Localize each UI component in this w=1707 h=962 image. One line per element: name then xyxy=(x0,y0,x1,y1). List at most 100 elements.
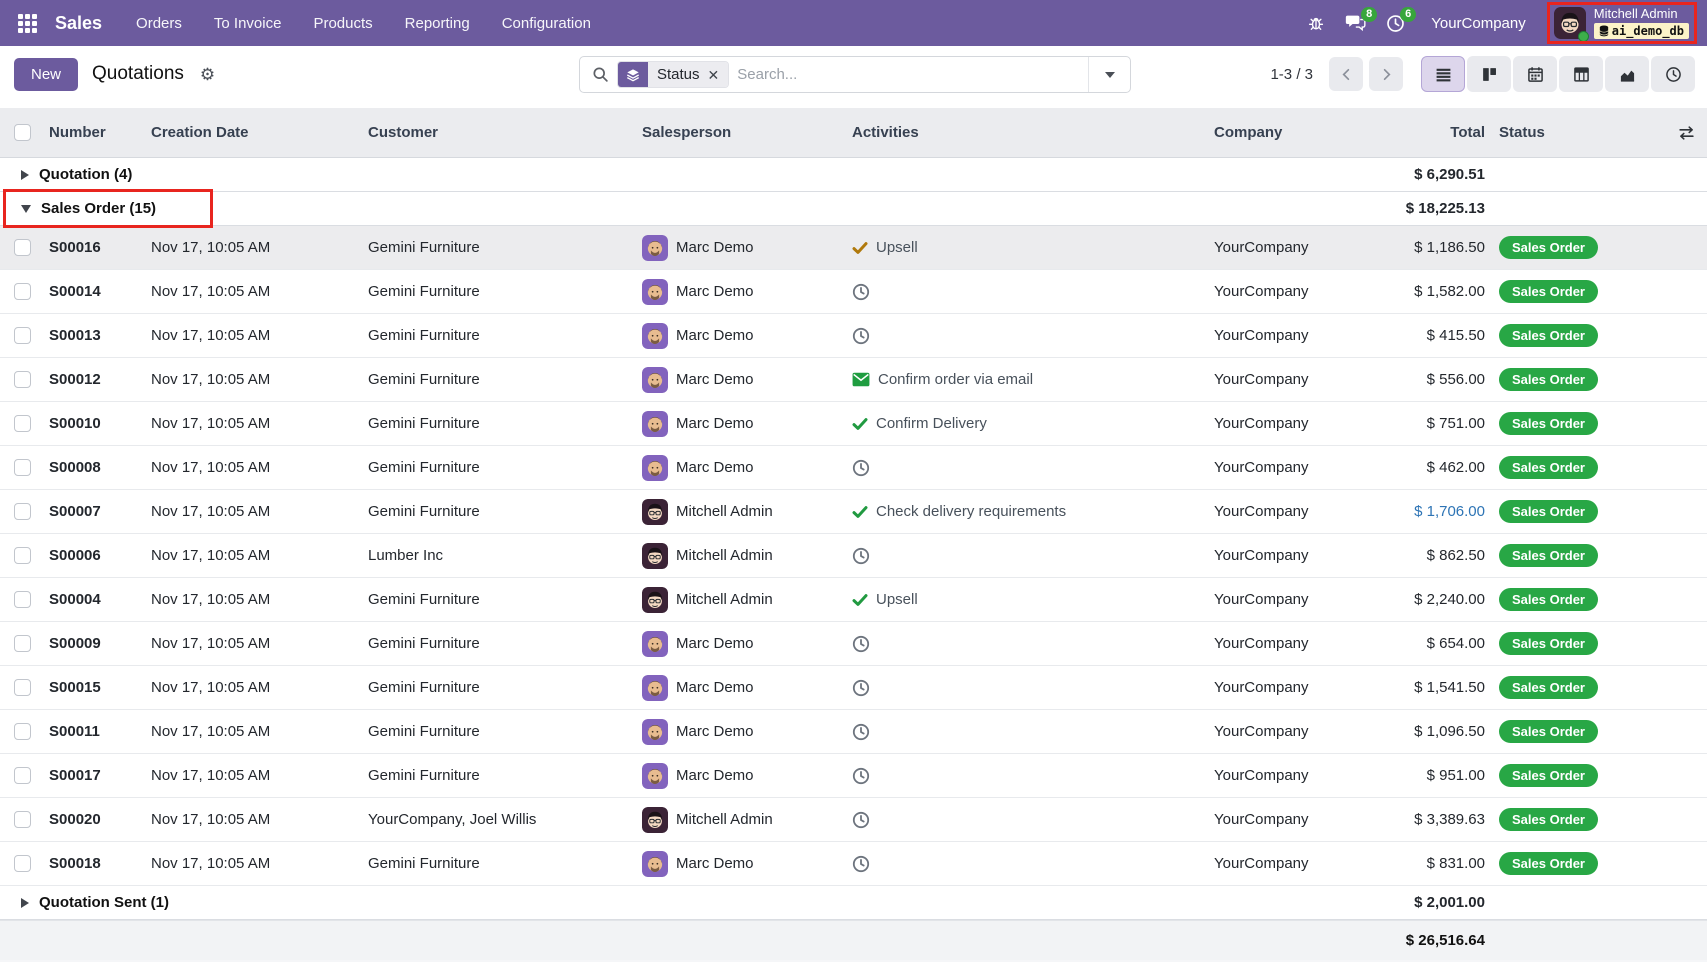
col-header-activities[interactable]: Activities xyxy=(852,124,919,141)
col-header-creation-date[interactable]: Creation Date xyxy=(151,124,249,141)
view-activity-button[interactable] xyxy=(1651,56,1695,92)
row-company: YourCompany xyxy=(1214,811,1309,828)
select-all-checkbox[interactable] xyxy=(14,124,31,141)
activity-clock-icon[interactable] xyxy=(852,459,870,477)
facet-remove-icon[interactable]: ✕ xyxy=(707,66,720,83)
group-total: $ 18,225.13 xyxy=(1405,200,1485,217)
group-row[interactable]: Quotation (4) $ 6,290.51 xyxy=(0,158,1707,192)
menu-configuration[interactable]: Configuration xyxy=(501,14,591,32)
table-row[interactable]: S00015 Nov 17, 10:05 AM Gemini Furniture… xyxy=(0,666,1707,710)
table-row[interactable]: S00012 Nov 17, 10:05 AM Gemini Furniture… xyxy=(0,358,1707,402)
row-company: YourCompany xyxy=(1214,459,1309,476)
app-name[interactable]: Sales xyxy=(55,12,103,33)
user-menu[interactable]: Mitchell Admin ai_demo_db xyxy=(1546,2,1697,44)
row-creation-date: Nov 17, 10:05 AM xyxy=(151,415,271,432)
row-checkbox[interactable] xyxy=(14,327,31,344)
activity-clock-icon[interactable] xyxy=(852,811,870,829)
avatar-marc xyxy=(642,630,668,657)
table-row[interactable]: S00020 Nov 17, 10:05 AM YourCompany, Joe… xyxy=(0,798,1707,842)
row-salesperson: Marc Demo xyxy=(676,679,754,696)
row-checkbox[interactable] xyxy=(14,767,31,784)
row-checkbox[interactable] xyxy=(14,855,31,872)
activity-clock-icon[interactable] xyxy=(852,679,870,697)
new-button[interactable]: New xyxy=(14,57,79,91)
activity-clock-icon[interactable] xyxy=(852,635,870,653)
menu-orders[interactable]: Orders xyxy=(136,14,182,32)
table-row[interactable]: S00004 Nov 17, 10:05 AM Gemini Furniture… xyxy=(0,578,1707,622)
view-kanban-button[interactable] xyxy=(1467,56,1511,92)
row-checkbox[interactable] xyxy=(14,415,31,432)
row-checkbox[interactable] xyxy=(14,371,31,388)
menu-reporting[interactable]: Reporting xyxy=(404,14,470,32)
activity-clock-icon[interactable]: 6 xyxy=(1386,6,1417,33)
row-checkbox[interactable] xyxy=(14,679,31,696)
view-calendar-button[interactable] xyxy=(1513,56,1557,92)
search-facet-status[interactable]: Status ✕ xyxy=(617,61,730,88)
row-checkbox[interactable] xyxy=(14,591,31,608)
row-checkbox[interactable] xyxy=(14,459,31,476)
row-checkbox[interactable] xyxy=(14,283,31,300)
activity-clock-icon[interactable] xyxy=(852,283,870,301)
menu-to-invoice[interactable]: To Invoice xyxy=(213,14,282,32)
table-row[interactable]: S00007 Nov 17, 10:05 AM Gemini Furniture… xyxy=(0,490,1707,534)
row-checkbox[interactable] xyxy=(14,547,31,564)
company-switcher[interactable]: YourCompany xyxy=(1431,14,1526,32)
col-header-customer[interactable]: Customer xyxy=(368,124,439,141)
row-checkbox[interactable] xyxy=(14,811,31,828)
table-row[interactable]: S00008 Nov 17, 10:05 AM Gemini Furniture… xyxy=(0,446,1707,490)
pager-next-button[interactable] xyxy=(1369,57,1403,91)
row-company: YourCompany xyxy=(1214,327,1309,344)
view-graph-button[interactable] xyxy=(1605,56,1649,92)
col-header-status[interactable]: Status xyxy=(1499,124,1545,141)
activity-clock-icon[interactable] xyxy=(852,723,870,741)
row-checkbox[interactable] xyxy=(14,723,31,740)
group-toggle-icon[interactable] xyxy=(21,169,29,180)
apps-menu-button[interactable] xyxy=(14,10,41,37)
activity-clock-icon[interactable] xyxy=(852,767,870,785)
activity-check-green-icon[interactable] xyxy=(852,592,868,608)
row-checkbox[interactable] xyxy=(14,503,31,520)
col-header-company[interactable]: Company xyxy=(1214,124,1283,141)
activity-check-green-icon[interactable] xyxy=(852,416,868,432)
group-toggle-icon[interactable] xyxy=(21,897,29,908)
row-total: $ 1,582.00 xyxy=(1414,283,1485,300)
col-header-total[interactable]: Total xyxy=(1450,124,1485,141)
table-row[interactable]: S00006 Nov 17, 10:05 AM Lumber Inc Mitch… xyxy=(0,534,1707,578)
activity-clock-icon[interactable] xyxy=(852,327,870,345)
col-header-number[interactable]: Number xyxy=(49,124,106,141)
group-row[interactable]: Quotation Sent (1) $ 2,001.00 xyxy=(0,886,1707,920)
group-toggle-icon[interactable] xyxy=(21,204,31,213)
activity-label: Upsell xyxy=(876,239,918,256)
messages-icon[interactable]: 8 xyxy=(1345,7,1378,32)
activity-clock-icon[interactable] xyxy=(852,855,870,873)
table-row[interactable]: S00017 Nov 17, 10:05 AM Gemini Furniture… xyxy=(0,754,1707,798)
status-badge: Sales Order xyxy=(1499,280,1598,303)
table-row[interactable]: S00014 Nov 17, 10:05 AM Gemini Furniture… xyxy=(0,270,1707,314)
activity-check-green-icon[interactable] xyxy=(852,504,868,520)
adjust-columns-icon[interactable] xyxy=(1678,124,1695,141)
table-row[interactable]: S00011 Nov 17, 10:05 AM Gemini Furniture… xyxy=(0,710,1707,754)
table-row[interactable]: S00013 Nov 17, 10:05 AM Gemini Furniture… xyxy=(0,314,1707,358)
row-checkbox[interactable] xyxy=(14,635,31,652)
quotations-list: Number Creation Date Customer Salesperso… xyxy=(0,102,1707,962)
view-pivot-button[interactable] xyxy=(1559,56,1603,92)
table-row[interactable]: S00016 Nov 17, 10:05 AM Gemini Furniture… xyxy=(0,226,1707,270)
bug-icon[interactable] xyxy=(1307,14,1325,32)
table-row[interactable]: S00009 Nov 17, 10:05 AM Gemini Furniture… xyxy=(0,622,1707,666)
search-dropdown-toggle[interactable] xyxy=(1088,57,1130,92)
menu-products[interactable]: Products xyxy=(313,14,373,32)
row-company: YourCompany xyxy=(1214,635,1309,652)
table-row[interactable]: S00018 Nov 17, 10:05 AM Gemini Furniture… xyxy=(0,842,1707,886)
row-checkbox[interactable] xyxy=(14,239,31,256)
view-list-button[interactable] xyxy=(1421,56,1465,92)
search-input[interactable] xyxy=(737,66,1088,83)
activity-clock-icon[interactable] xyxy=(852,547,870,565)
gear-icon[interactable]: ⚙ xyxy=(199,64,216,84)
group-row[interactable]: Sales Order (15) $ 18,225.13 xyxy=(0,189,1707,228)
pager-previous-button[interactable] xyxy=(1329,57,1363,91)
col-header-salesperson[interactable]: Salesperson xyxy=(642,124,732,141)
activity-envelope-icon[interactable] xyxy=(852,372,870,387)
search-bar[interactable]: Status ✕ xyxy=(579,56,1131,93)
table-row[interactable]: S00010 Nov 17, 10:05 AM Gemini Furniture… xyxy=(0,402,1707,446)
activity-check-orange-icon[interactable] xyxy=(852,240,868,256)
